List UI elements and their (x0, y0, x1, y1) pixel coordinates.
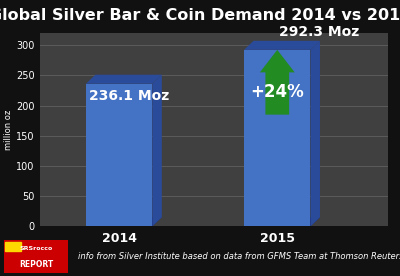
Text: REPORT: REPORT (19, 260, 53, 269)
Text: +24%: +24% (250, 83, 304, 101)
Polygon shape (152, 75, 162, 226)
Y-axis label: million oz: million oz (4, 110, 13, 150)
Polygon shape (260, 50, 295, 115)
Polygon shape (244, 41, 320, 50)
Text: 292.3 Moz: 292.3 Moz (279, 25, 359, 39)
FancyBboxPatch shape (4, 240, 68, 273)
Bar (244, 50, 310, 226)
Bar (5, 242, 21, 251)
Text: Global Silver Bar & Coin Demand 2014 vs 2015: Global Silver Bar & Coin Demand 2014 vs … (0, 8, 400, 23)
Polygon shape (86, 75, 162, 84)
Text: SRSrocco: SRSrocco (19, 246, 53, 251)
Polygon shape (86, 217, 162, 226)
Text: info from Silver Institute based on data from GFMS Team at Thomson Reuters: info from Silver Institute based on data… (78, 252, 400, 261)
Bar (86, 84, 152, 226)
Polygon shape (310, 41, 320, 226)
Polygon shape (244, 217, 320, 226)
Text: 236.1 Moz: 236.1 Moz (89, 89, 169, 103)
